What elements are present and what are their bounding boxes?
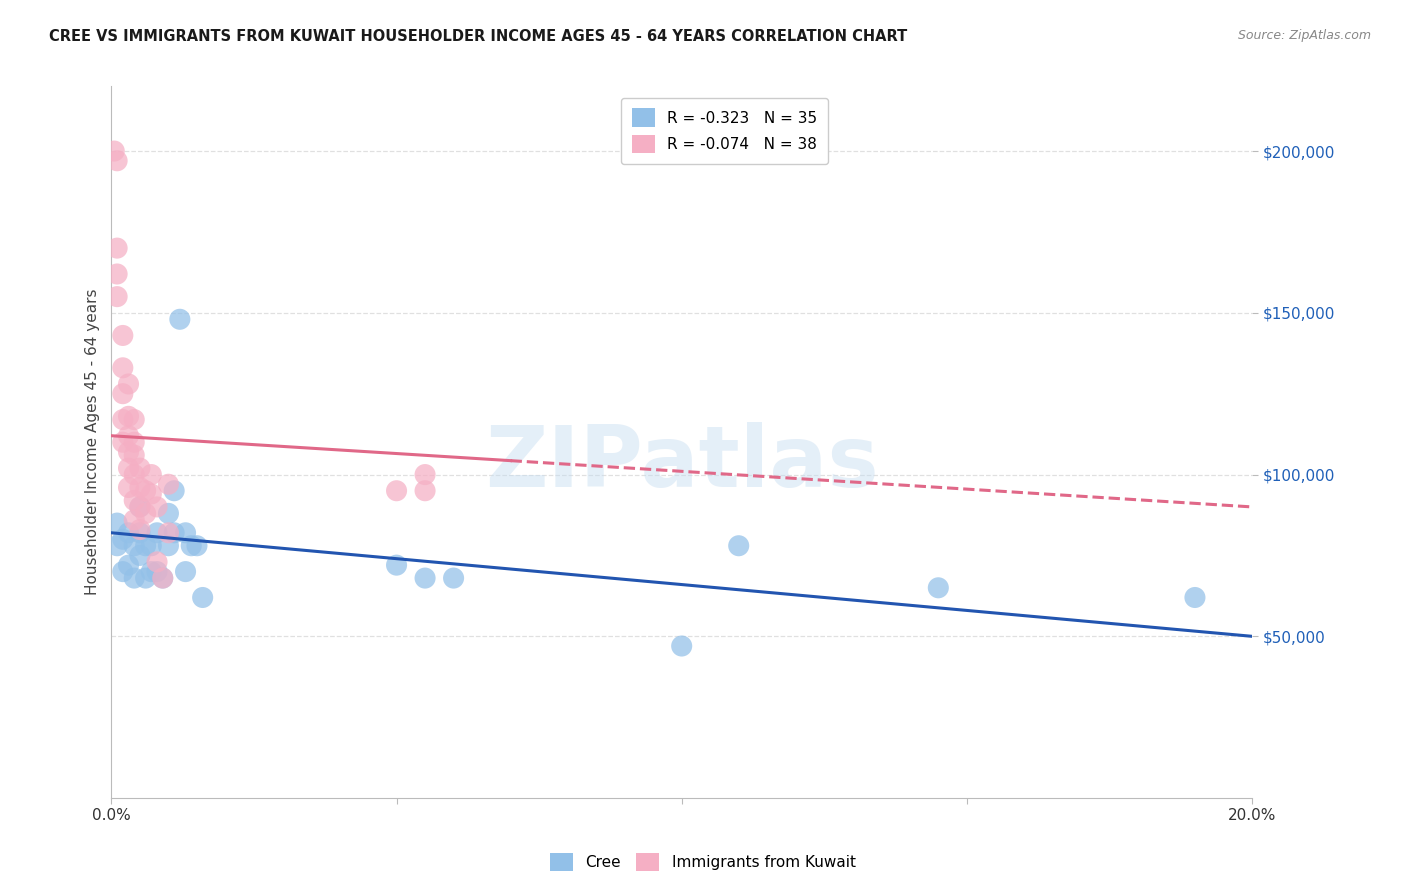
Point: [146, 500, 169, 514]
Point: [443, 571, 465, 585]
Point: [135, 483, 157, 498]
Point: [163, 483, 186, 498]
Point: [122, 412, 145, 426]
Point: [146, 555, 169, 569]
Point: [105, 267, 128, 281]
Point: [146, 525, 169, 540]
Point: [385, 483, 408, 498]
Point: [129, 523, 152, 537]
Point: [135, 507, 157, 521]
Text: Source: ZipAtlas.com: Source: ZipAtlas.com: [1237, 29, 1371, 42]
Point: [105, 539, 128, 553]
Point: [385, 558, 408, 573]
Point: [927, 581, 949, 595]
Point: [1184, 591, 1206, 605]
Point: [191, 591, 214, 605]
Point: [122, 448, 145, 462]
Point: [141, 565, 163, 579]
Legend: R = -0.323   N = 35, R = -0.074   N = 38: R = -0.323 N = 35, R = -0.074 N = 38: [621, 97, 828, 164]
Point: [141, 487, 163, 501]
Point: [122, 493, 145, 508]
Point: [122, 467, 145, 482]
Point: [129, 481, 152, 495]
Point: [117, 481, 139, 495]
Point: [111, 386, 134, 401]
Point: [180, 539, 202, 553]
Point: [157, 477, 180, 491]
Point: [111, 435, 134, 450]
Point: [122, 539, 145, 553]
Point: [111, 565, 134, 579]
Point: [117, 428, 139, 442]
Point: [105, 241, 128, 255]
Legend: Cree, Immigrants from Kuwait: Cree, Immigrants from Kuwait: [544, 847, 862, 877]
Point: [671, 639, 693, 653]
Point: [122, 571, 145, 585]
Point: [129, 549, 152, 563]
Point: [413, 483, 436, 498]
Point: [413, 571, 436, 585]
Point: [122, 435, 145, 450]
Text: ZIPatlas: ZIPatlas: [485, 422, 879, 505]
Point: [146, 565, 169, 579]
Point: [727, 539, 749, 553]
Point: [174, 565, 197, 579]
Point: [105, 153, 128, 168]
Point: [157, 507, 180, 521]
Point: [129, 525, 152, 540]
Point: [141, 539, 163, 553]
Point: [135, 571, 157, 585]
Point: [122, 513, 145, 527]
Point: [117, 461, 139, 475]
Point: [105, 290, 128, 304]
Y-axis label: Householder Income Ages 45 - 64 years: Householder Income Ages 45 - 64 years: [86, 289, 100, 596]
Point: [157, 525, 180, 540]
Point: [111, 328, 134, 343]
Point: [152, 571, 174, 585]
Point: [152, 571, 174, 585]
Point: [129, 500, 152, 514]
Point: [117, 445, 139, 459]
Point: [117, 558, 139, 573]
Point: [129, 461, 152, 475]
Text: CREE VS IMMIGRANTS FROM KUWAIT HOUSEHOLDER INCOME AGES 45 - 64 YEARS CORRELATION: CREE VS IMMIGRANTS FROM KUWAIT HOUSEHOLD…: [49, 29, 907, 44]
Point: [135, 539, 157, 553]
Point: [117, 409, 139, 424]
Point: [117, 376, 139, 391]
Point: [413, 467, 436, 482]
Point: [111, 412, 134, 426]
Point: [169, 312, 191, 326]
Point: [103, 144, 125, 158]
Point: [141, 467, 163, 482]
Point: [157, 539, 180, 553]
Point: [163, 525, 186, 540]
Point: [174, 525, 197, 540]
Point: [117, 525, 139, 540]
Point: [129, 500, 152, 514]
Point: [111, 533, 134, 547]
Point: [111, 360, 134, 375]
Point: [186, 539, 208, 553]
Point: [105, 516, 128, 530]
